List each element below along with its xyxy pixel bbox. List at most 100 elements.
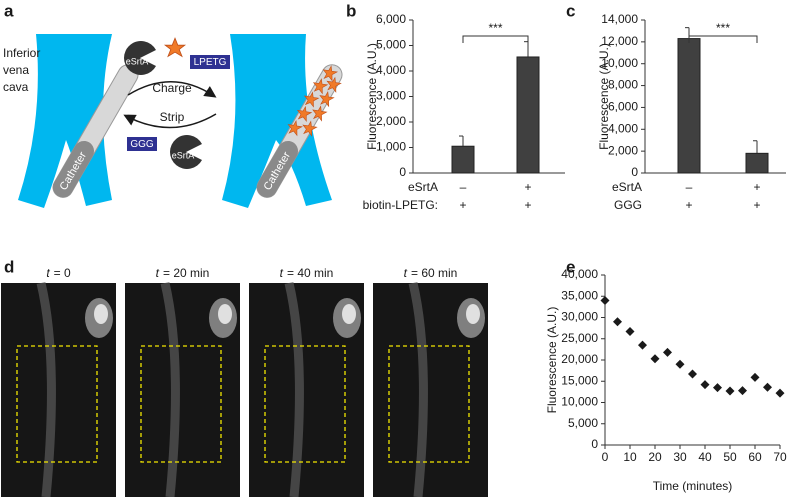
significance-label: *** <box>716 21 730 35</box>
bar <box>745 152 769 174</box>
bar <box>677 38 701 174</box>
image-feature <box>36 281 56 497</box>
y-tick-label: 4,000 <box>608 121 638 135</box>
point <box>775 388 785 398</box>
condition-name: eSrtA <box>612 180 642 194</box>
y-tick-label: 4,000 <box>376 63 406 77</box>
y-axis-title: Fluorescence (A.U.) <box>597 43 611 150</box>
ggg-label: GGG <box>130 139 154 150</box>
image-feature <box>466 304 480 324</box>
image-feature <box>160 281 180 497</box>
y-tick-label: 6,000 <box>376 12 406 26</box>
point <box>675 359 685 369</box>
vessel-label: cava <box>3 80 29 94</box>
y-tick-label: 25,000 <box>561 331 598 345</box>
y-tick-label: 30,000 <box>561 310 598 324</box>
y-tick-label: 0 <box>399 165 406 179</box>
enzyme-label: eSrtA <box>126 56 149 66</box>
y-tick-label: 1,000 <box>376 140 406 154</box>
condition-name: GGG <box>614 198 642 212</box>
y-axis-title: Fluorescence (A.U.) <box>545 307 559 414</box>
y-tick-label: 2,000 <box>376 114 406 128</box>
point <box>625 327 635 337</box>
time-variable: t <box>404 266 408 280</box>
condition-value: + <box>753 180 760 194</box>
y-axis-title: Fluorescence (A.U.) <box>365 43 379 150</box>
x-tick-label: 30 <box>673 450 687 464</box>
y-tick-label: 35,000 <box>561 288 598 302</box>
charge-label: Charge <box>152 81 192 95</box>
point <box>638 340 647 350</box>
significance-label: *** <box>488 21 502 35</box>
y-tick-label: 0 <box>591 437 598 451</box>
time-label: t = 60 min <box>404 266 458 280</box>
significance-bracket <box>462 35 529 43</box>
condition-value: + <box>524 180 531 194</box>
time-text: = 0 <box>54 266 71 280</box>
panel-label: d <box>4 257 14 276</box>
time-variable: t <box>156 266 160 280</box>
time-variable: t <box>280 266 284 280</box>
condition-value: + <box>524 198 531 212</box>
image-feature <box>218 304 232 324</box>
substrate-label: LPETG <box>194 57 227 68</box>
panel-label: b <box>346 1 356 20</box>
y-tick-label: 6,000 <box>608 100 638 114</box>
y-tick-label: 40,000 <box>561 267 598 281</box>
image-feature <box>408 281 428 497</box>
condition-name: biotin-LPETG: <box>363 198 438 212</box>
image-feature <box>94 304 108 324</box>
image-feature <box>342 304 356 324</box>
y-tick-label: 3,000 <box>376 89 406 103</box>
point <box>613 317 622 327</box>
bar <box>516 56 540 174</box>
image-feature <box>284 281 304 497</box>
image-panels: t = 0 t = 20 min t = 40 min t = 60 min <box>1 266 488 497</box>
y-tick-label: 5,000 <box>376 38 406 52</box>
panel-label: c <box>566 1 575 20</box>
x-tick-label: 10 <box>623 450 637 464</box>
time-label: t = 20 min <box>156 266 210 280</box>
significance-bracket <box>688 35 758 43</box>
point <box>713 383 722 393</box>
point <box>663 347 672 357</box>
enzyme <box>170 135 202 170</box>
time-text: = 20 min <box>163 266 209 280</box>
point <box>688 369 697 379</box>
time-label: t = 40 min <box>280 266 334 280</box>
y-tick-label: 15,000 <box>561 373 598 387</box>
y-tick-label: 14,000 <box>601 12 638 26</box>
point <box>700 380 710 390</box>
x-tick-label: 40 <box>698 450 712 464</box>
condition-value: + <box>685 198 692 212</box>
x-tick-label: 60 <box>748 450 762 464</box>
x-tick-label: 0 <box>602 450 609 464</box>
point <box>750 372 760 382</box>
diagram: Catheter Catheter Inferior vena cava eSr… <box>3 34 343 208</box>
x-tick-label: 70 <box>773 450 787 464</box>
enzyme-label: eSrtA <box>172 150 195 160</box>
vessel-label: vena <box>3 63 29 77</box>
point <box>763 382 772 392</box>
y-tick-label: 5,000 <box>568 416 598 430</box>
condition-name: eSrtA <box>408 180 438 194</box>
vessel <box>18 34 112 208</box>
panel-label: a <box>4 1 14 20</box>
enzyme <box>123 40 156 75</box>
y-tick-label: 12,000 <box>601 34 638 48</box>
condition-value: – <box>460 180 467 194</box>
y-tick-label: 0 <box>631 165 638 179</box>
panel-label: e <box>566 257 575 276</box>
y-tick-label: 20,000 <box>561 352 598 366</box>
strip-label: Strip <box>160 110 185 124</box>
y-tick-label: 10,000 <box>561 395 598 409</box>
point <box>600 296 610 305</box>
y-tick-label: 10,000 <box>601 56 638 70</box>
condition-value: – <box>686 180 693 194</box>
condition-value: + <box>753 198 760 212</box>
point <box>650 354 660 364</box>
bar <box>451 145 475 174</box>
x-axis-title: Time (minutes) <box>653 479 733 493</box>
y-tick-label: 2,000 <box>608 143 638 157</box>
